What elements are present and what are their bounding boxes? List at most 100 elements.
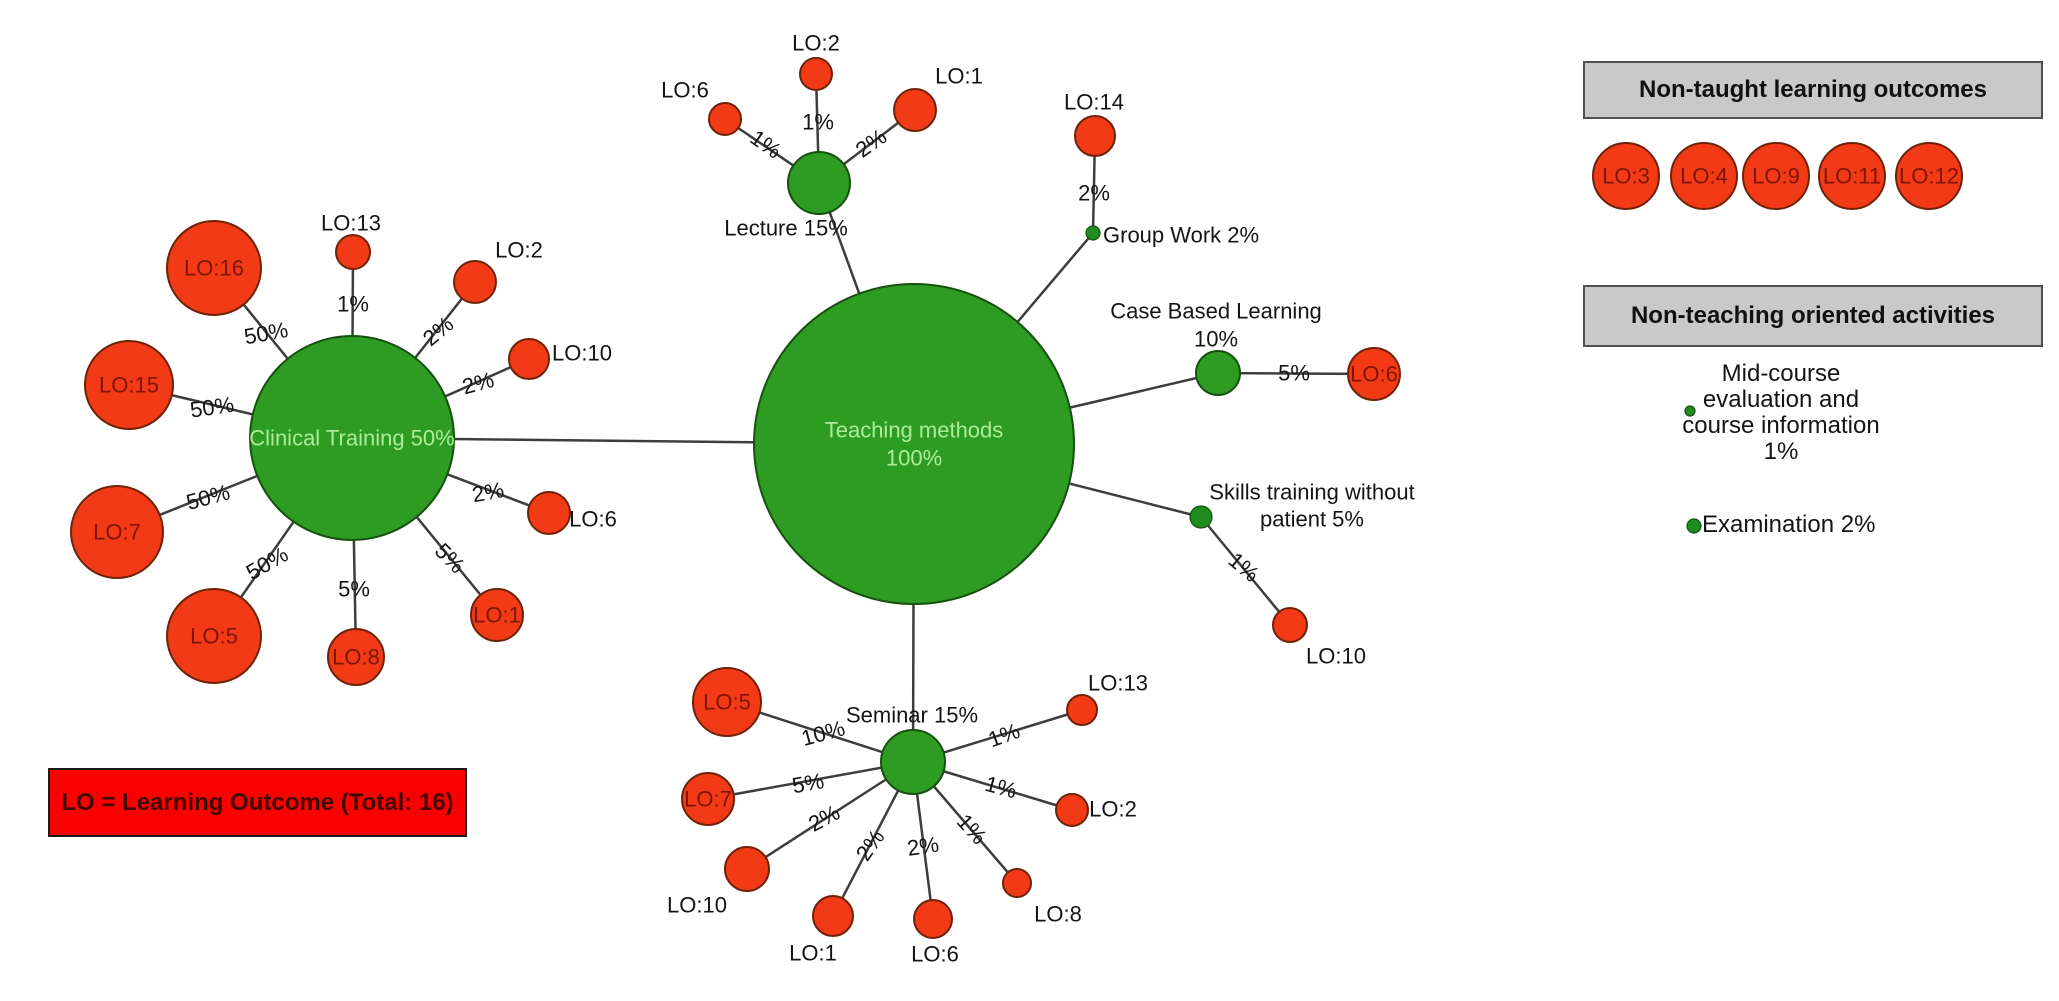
midcourse-line-2: evaluation and (1702, 386, 1860, 413)
edge-label-clinical-ct-lo7: 50% (184, 479, 233, 515)
node-act-midcourse (1684, 405, 1696, 417)
edge-label-seminar-sem-lo10: 2% (804, 800, 844, 837)
node-label-ct-lo1: LO:1 (473, 603, 521, 628)
node-teaching (753, 283, 1075, 605)
node-gw-lo14 (1074, 115, 1116, 157)
diagram-label-18: LO:6 (911, 942, 959, 967)
edge-label-seminar-sem-lo6: 2% (906, 832, 941, 861)
node-sem-lo6 (913, 899, 953, 939)
diagram-label-10: Case Based Learning (1110, 299, 1322, 324)
node-ct-lo5 (166, 588, 262, 684)
node-lec-lo2 (799, 57, 833, 91)
edge-skills-sk-lo10 (1200, 516, 1291, 626)
node-label-ct-lo16: LO:16 (184, 256, 244, 281)
diagram-label-4: LO:6 (661, 78, 709, 103)
node-act-exam (1686, 518, 1702, 534)
node-cbl-lo6 (1347, 347, 1401, 401)
edge-label-clinical-ct-lo6: 2% (470, 477, 506, 507)
edge-label-clinical-ct-lo13: 1% (337, 292, 369, 317)
midcourse-line-4: 1% (1763, 438, 1799, 465)
midcourse-line-1: Mid-course (1721, 360, 1841, 387)
node-label-clinical: Clinical Training 50% (249, 426, 454, 451)
diagram-label-9: Group Work 2% (1103, 223, 1259, 248)
node-clinical (249, 335, 455, 541)
node-sem-lo8 (1002, 868, 1032, 898)
node-label-nt-lo4: LO:4 (1680, 164, 1728, 189)
node-label-ct-lo8: LO:8 (332, 645, 380, 670)
edge-label-seminar-sem-lo5: 10% (799, 715, 848, 751)
node-label-ct-lo5: LO:5 (190, 624, 238, 649)
edge-label-cbl-cbl-lo6: 5% (1278, 361, 1310, 386)
node-sem-lo7 (681, 772, 735, 826)
node-label-sem-lo5: LO:5 (703, 690, 751, 715)
node-label-nt-lo9: LO:9 (1752, 164, 1800, 189)
diagram-label-20: LO:2 (1089, 797, 1137, 822)
edge-label-seminar-sem-lo1: 2% (851, 825, 890, 865)
edge-label-clinical-ct-lo1: 5% (430, 538, 470, 578)
edge-label-clinical-ct-lo15: 50% (188, 392, 235, 423)
midcourse-line-3: course information (1682, 412, 1880, 439)
diagram-label-1: LO:2 (495, 238, 543, 263)
edge-seminar-sem-lo7 (707, 760, 914, 801)
node-skills (1189, 505, 1213, 529)
node-lec-lo1 (893, 88, 937, 132)
edge-label-clinical-ct-lo10: 2% (459, 367, 496, 399)
node-ct-lo13 (335, 234, 371, 270)
node-sk-lo10 (1272, 607, 1308, 643)
node-label-nt-lo3: LO:3 (1602, 164, 1650, 189)
node-ct-lo10 (508, 338, 550, 380)
node-lec-lo6 (708, 102, 742, 136)
node-sem-lo5 (692, 667, 762, 737)
diagram-label-13: patient 5% (1260, 507, 1364, 532)
node-sem-lo10 (724, 846, 770, 892)
node-ct-lo16 (166, 220, 262, 316)
node-ct-lo6 (527, 491, 571, 535)
diagram-label-17: LO:1 (789, 941, 837, 966)
diagram-label-12: Skills training without (1209, 480, 1414, 505)
edge-label-clinical-ct-lo16: 50% (242, 317, 290, 349)
edge-label-lecture-lec-lo2: 1% (802, 110, 834, 135)
diagram-label-2: LO:10 (552, 341, 612, 366)
edge-label-seminar-sem-lo13: 1% (985, 718, 1023, 752)
node-lecture (787, 151, 851, 215)
diagram-label-21: LO:13 (1088, 671, 1148, 696)
node-sem-lo2 (1055, 793, 1089, 827)
node-label-ct-lo15: LO:15 (99, 373, 159, 398)
node-label-nt-lo12: LO:12 (1899, 164, 1959, 189)
diagram-label-5: LO:2 (792, 31, 840, 56)
lo-definition-note: LO = Learning Outcome (Total: 16) (48, 768, 467, 837)
diagram-label-3: LO:6 (569, 507, 617, 532)
node-label-nt-lo11: LO:11 (1823, 164, 1881, 189)
midcourse-evaluation-label: Mid-course evaluation and course informa… (1621, 361, 1941, 465)
edge-label-clinical-ct-lo5: 50% (242, 541, 293, 585)
node-cbl (1195, 350, 1241, 396)
node-label-teaching-1: Teaching methods (825, 418, 1004, 443)
node-nt-lo4 (1670, 142, 1738, 210)
non-teaching-activities-header: Non-teaching oriented activities (1583, 285, 2043, 347)
node-nt-lo3 (1592, 142, 1660, 210)
node-sem-lo1 (812, 895, 854, 937)
node-sem-lo13 (1066, 694, 1098, 726)
node-label-cbl-lo6: LO:6 (1350, 362, 1398, 387)
node-ct-lo15 (84, 340, 174, 430)
diagram-label-8: Lecture 15% (724, 216, 848, 241)
node-nt-lo9 (1742, 142, 1810, 210)
diagram-label-6: LO:1 (935, 64, 983, 89)
node-ct-lo8 (327, 628, 385, 686)
node-seminar (880, 729, 946, 795)
diagram-label-19: LO:8 (1034, 902, 1082, 927)
diagram-label-16: LO:10 (667, 893, 727, 918)
diagram-label-15: Seminar 15% (846, 703, 978, 728)
non-taught-outcomes-header: Non-taught learning outcomes (1583, 61, 2043, 119)
examination-label: Examination 2% (1702, 511, 1876, 538)
diagram-label-11: 10% (1194, 327, 1238, 352)
diagram-label-7: LO:14 (1064, 90, 1124, 115)
node-label-ct-lo7: LO:7 (93, 520, 141, 545)
edge-label-clinical-ct-lo8: 5% (338, 577, 370, 602)
node-ct-lo2 (453, 260, 497, 304)
node-nt-lo11 (1818, 142, 1886, 210)
diagram-label-14: LO:10 (1306, 644, 1366, 669)
edge-label-lecture-lec-lo1: 2% (851, 124, 891, 163)
node-label-sem-lo7: LO:7 (684, 787, 732, 812)
